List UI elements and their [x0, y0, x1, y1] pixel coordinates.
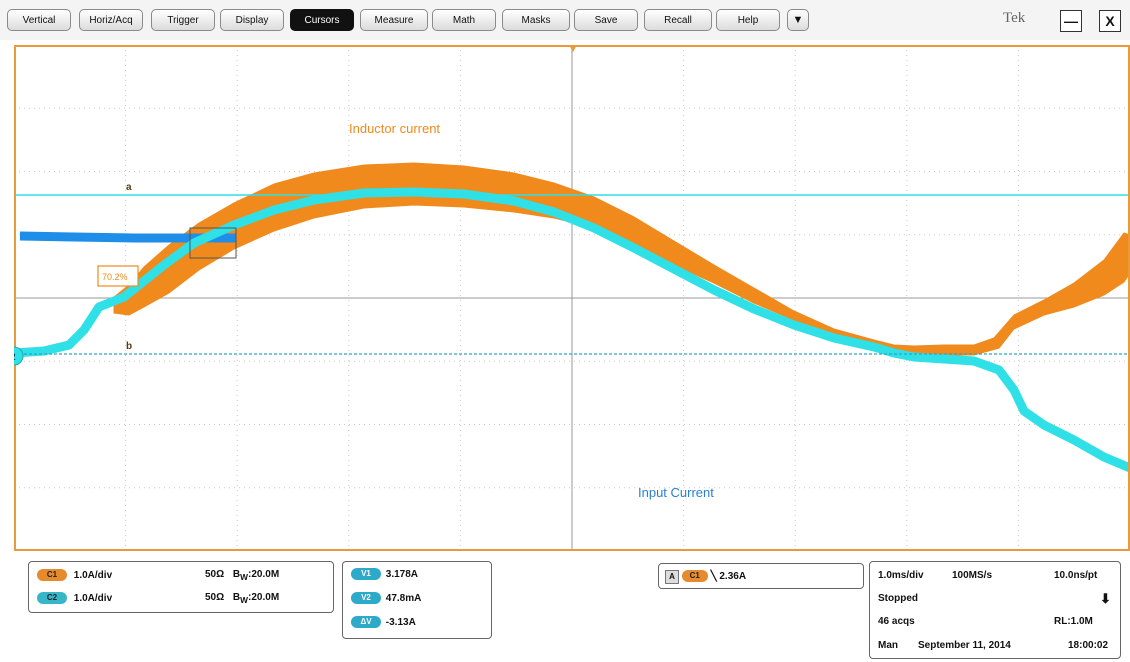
- capture-date: September 11, 2014: [918, 640, 1011, 651]
- trigger-level: 2.36A: [719, 571, 747, 582]
- waveform-plot: Inductor current Input Current a b 70.2%…: [14, 45, 1130, 551]
- waveform-display[interactable]: Inductor current Input Current a b 70.2%…: [14, 45, 1130, 551]
- trigger-panel[interactable]: A C1 ╲ 2.36A: [658, 563, 864, 589]
- menu-display-button[interactable]: Display: [220, 9, 284, 31]
- ch2-marker-label: 2: [14, 352, 16, 363]
- minimize-button[interactable]: —: [1060, 10, 1082, 32]
- sample-rate: 100MS/s: [952, 570, 993, 581]
- menu-trigger-button[interactable]: Trigger: [151, 9, 215, 31]
- tek-logo: Tek: [1003, 10, 1026, 26]
- cursor-delta-chip[interactable]: ΔV: [351, 616, 381, 628]
- cursor-v2-value: 47.8mA: [385, 592, 422, 604]
- menu-cursors-button[interactable]: Cursors: [290, 9, 354, 31]
- ch2-bw-sub: W: [240, 595, 249, 605]
- time-resolution: 10.0ns/pt: [1054, 570, 1098, 581]
- cursor-v2-chip[interactable]: V2: [351, 592, 381, 604]
- acquisition-count: 46 acqs: [878, 616, 915, 627]
- trigger-source-chip[interactable]: C1: [681, 570, 708, 583]
- menu-more-button[interactable]: ▼: [787, 9, 809, 31]
- channel-settings-panel[interactable]: C1 1.0A/div 50Ω BW:20.0M C2 1.0A/div 50Ω…: [28, 561, 334, 613]
- acquisition-state: Stopped: [878, 593, 918, 604]
- plot-frame: [14, 45, 1130, 551]
- menu-math-button[interactable]: Math: [432, 9, 496, 31]
- input-current-trace: [14, 187, 1130, 473]
- inductor-current-label: Inductor current: [349, 121, 440, 136]
- ch2-scale: 1.0A/div: [73, 592, 113, 604]
- menu-measure-button[interactable]: Measure: [360, 9, 428, 31]
- trigger-mode-badge: A: [665, 570, 679, 584]
- cursor-intersection-box: [189, 227, 237, 259]
- reference-level-text: 70.2%: [102, 272, 128, 282]
- trigger-mode: Man: [878, 640, 898, 651]
- ch2-chip[interactable]: C2: [37, 592, 67, 604]
- menu-masks-button[interactable]: Masks: [502, 9, 570, 31]
- trigger-slope-icon: ╲: [710, 571, 717, 582]
- cursor-a-label: a: [126, 182, 132, 193]
- inductor-current-trace: [113, 162, 1130, 356]
- menu-recall-button[interactable]: Recall: [644, 9, 712, 31]
- ch2-bandwidth: 20.0M: [251, 592, 280, 603]
- timebase: 1.0ms/div: [878, 570, 924, 581]
- cursor-delta-value: -3.13A: [385, 616, 416, 628]
- input-current-label: Input Current: [638, 485, 714, 500]
- menu-horiz-acq-button[interactable]: Horiz/Acq: [79, 9, 143, 31]
- menu-bar: Vertical Horiz/Acq Trigger Display Curso…: [0, 0, 1130, 40]
- capture-time: 18:00:02: [1068, 640, 1109, 651]
- close-button[interactable]: X: [1099, 10, 1121, 32]
- ch1-impedance: 50Ω: [205, 569, 225, 580]
- reference-level-tag[interactable]: [97, 265, 139, 287]
- ch1-bw-label: B: [232, 569, 241, 580]
- cursor-v1-value: 3.178A: [385, 568, 419, 580]
- cursor-b-label: b: [126, 341, 132, 352]
- stopped-arrow-icon: ⬇: [1100, 591, 1111, 606]
- acquisition-panel[interactable]: 1.0ms/div 100MS/s 10.0ns/pt Stopped ⬇ 46…: [869, 561, 1121, 659]
- menu-vertical-button[interactable]: Vertical: [7, 9, 71, 31]
- ch1-chip[interactable]: C1: [37, 569, 67, 581]
- ch1-scale: 1.0A/div: [73, 569, 113, 581]
- cursor-readout-panel[interactable]: V1 3.178A V2 47.8mA ΔV -3.13A: [342, 561, 492, 639]
- ch1-bw-sub: W: [240, 572, 249, 582]
- record-length: RL:1.0M: [1054, 616, 1093, 627]
- ch1-bandwidth: 20.0M: [251, 569, 280, 580]
- menu-save-button[interactable]: Save: [574, 9, 638, 31]
- cursor-v1-chip[interactable]: V1: [351, 568, 381, 580]
- menu-help-button[interactable]: Help: [716, 9, 780, 31]
- ch2-impedance: 50Ω: [205, 592, 225, 603]
- ch2-bw-label: B: [232, 592, 241, 603]
- ch2-ground-marker[interactable]: [14, 346, 24, 366]
